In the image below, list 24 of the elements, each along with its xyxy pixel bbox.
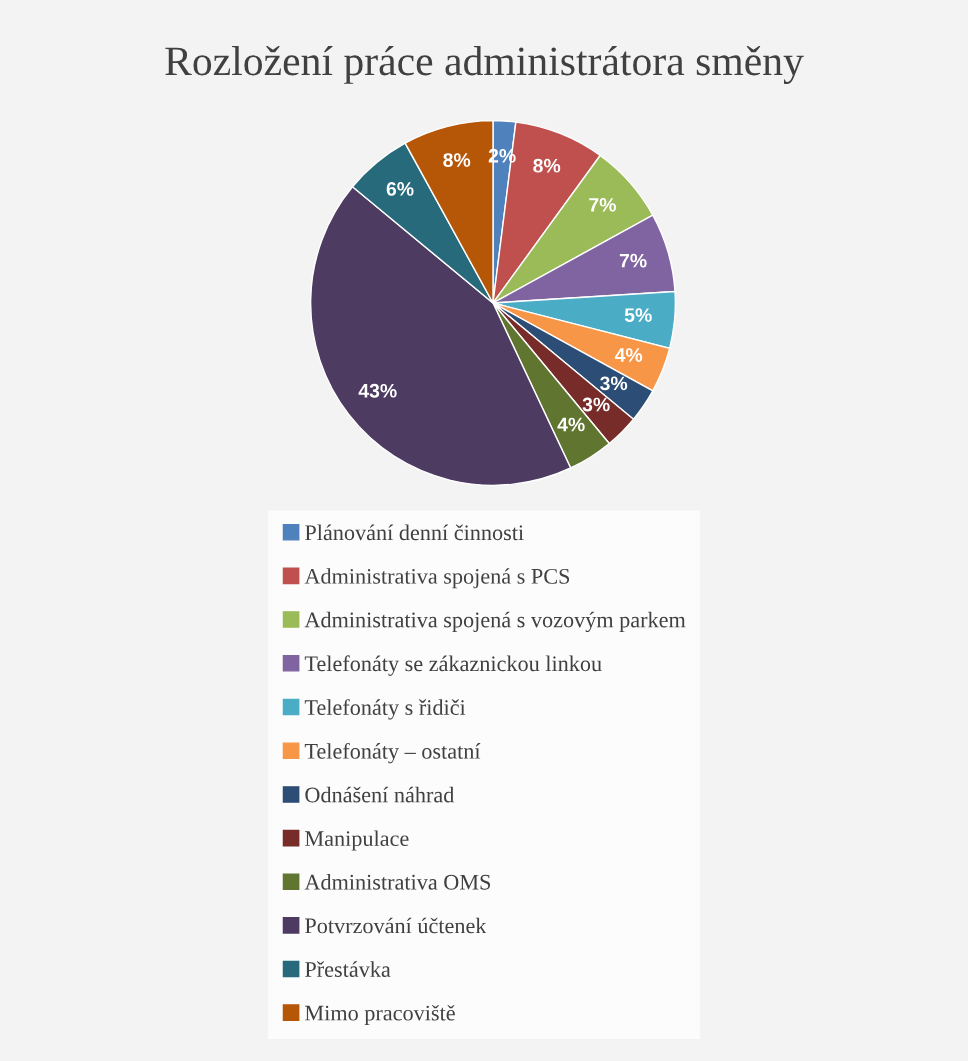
data-label: 4% bbox=[614, 348, 643, 362]
data-label: 7% bbox=[589, 198, 616, 212]
data-label: 43% bbox=[358, 383, 397, 398]
legend-label: Administrativa spojená s vozovým parkem bbox=[304, 611, 686, 633]
legend-label: Mimo pracoviště bbox=[305, 1004, 455, 1026]
legend-label: Administrativa spojená s PCS bbox=[304, 568, 570, 589]
legend-label: Plánování denní činnosti bbox=[305, 524, 524, 541]
data-label: 8% bbox=[533, 158, 561, 173]
legend-label: Telefonáty se zákaznickou linkou bbox=[304, 655, 602, 676]
legend-label: Telefonáty – ostatní bbox=[304, 742, 481, 764]
legend-label: Odnášení náhrad bbox=[305, 786, 455, 803]
data-label: 5% bbox=[624, 308, 652, 322]
legend-label: Potvrzování účtenek bbox=[305, 917, 487, 934]
legend-label: Přestávka bbox=[305, 961, 391, 977]
data-label: 3% bbox=[600, 376, 628, 391]
data-label: 6% bbox=[386, 182, 414, 196]
legend-label: Telefonáty s řidiči bbox=[304, 699, 466, 720]
data-label: 3% bbox=[582, 397, 610, 412]
legend-label: Manipulace bbox=[305, 830, 409, 851]
legend-label: Administrativa OMS bbox=[304, 874, 491, 890]
data-label: 8% bbox=[443, 153, 471, 167]
chart-title: Rozložení práce administrátora směny bbox=[165, 46, 804, 84]
data-label: 7% bbox=[619, 253, 647, 268]
data-label: 4% bbox=[557, 417, 585, 432]
